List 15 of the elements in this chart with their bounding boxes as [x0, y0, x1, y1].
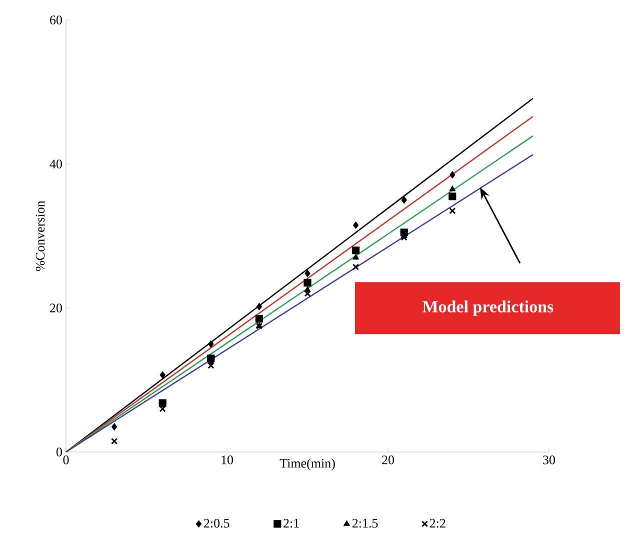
x-tick-label: 10 [222, 456, 234, 464]
x-tick-label: 20 [382, 456, 394, 464]
legend-label: 2:1 [284, 518, 299, 528]
y-axis-title: %Conversion [36, 200, 45, 271]
x-axis-title: Time(min) [280, 458, 335, 470]
y-tick-label: 60 [50, 16, 62, 24]
y-tick-label: 0 [56, 448, 62, 456]
legend-label: 2:2 [430, 518, 446, 528]
y-tick-label: 20 [50, 304, 62, 312]
y-tick-label: 40 [50, 160, 62, 168]
legend-label: 2:1.5 [352, 518, 378, 528]
x-tick-label: 30 [543, 456, 556, 464]
annotation: Model predictions [422, 300, 554, 316]
x-tick-label: 0 [63, 456, 69, 464]
legend-label: 2:0.5 [204, 518, 230, 528]
